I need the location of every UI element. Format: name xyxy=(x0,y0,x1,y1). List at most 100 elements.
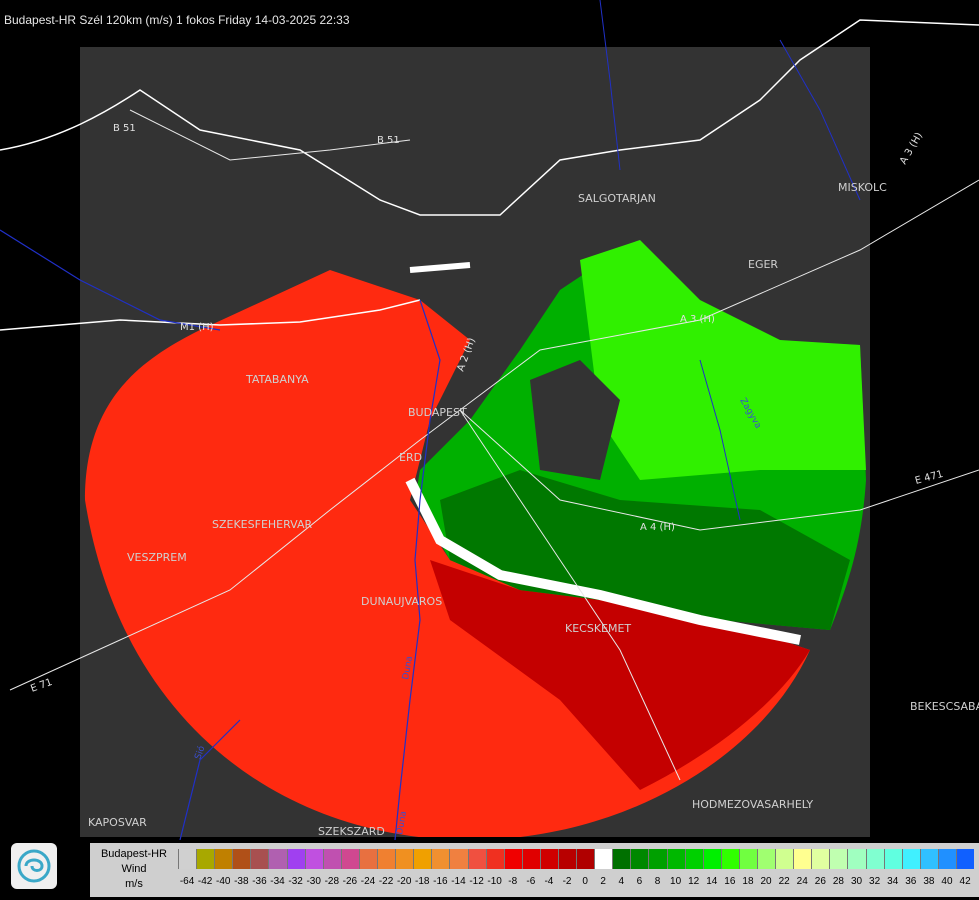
radar-darkgreen-area xyxy=(440,470,850,630)
legend-swatch xyxy=(413,849,432,869)
city-kecskemet: KECSKEMET xyxy=(565,622,631,635)
legend-tick-label: 36 xyxy=(905,876,917,887)
radar-map: SALGOTARJAN MISKOLC EGER TATABANYA BUDAP… xyxy=(0,0,979,840)
road-label: B 51 xyxy=(113,123,136,134)
legend-tick-label: -4 xyxy=(544,876,554,887)
legend-swatch xyxy=(793,849,812,869)
legend-tick-label: -42 xyxy=(197,876,213,887)
legend-swatch xyxy=(630,849,649,869)
legend-swatch xyxy=(883,849,902,869)
legend-tick-label: -30 xyxy=(306,876,321,887)
city-kaposvar: KAPOSVAR xyxy=(88,816,147,829)
city-budapest: BUDAPEST xyxy=(408,406,467,419)
river-label: Sió xyxy=(192,744,207,761)
legend-swatch xyxy=(214,849,233,869)
legend-tick-label: 20 xyxy=(760,876,772,887)
legend-tick-label: 40 xyxy=(941,876,953,887)
river-label: Duna xyxy=(401,655,415,680)
radar-lightgreen-area xyxy=(580,240,866,480)
road-label: A 3 (H) xyxy=(680,314,715,325)
legend-swatch xyxy=(395,849,414,869)
legend-swatch xyxy=(232,849,251,869)
legend-swatch xyxy=(937,849,957,869)
legend-tick-label: -6 xyxy=(526,876,536,887)
legend-tick-label: 6 xyxy=(636,876,643,887)
city-dunaujvaros: DUNAUJVAROS xyxy=(361,595,442,608)
legend-swatch xyxy=(503,849,522,869)
legend-tick-label: 32 xyxy=(869,876,881,887)
legend-swatch xyxy=(576,849,595,869)
city-szekesfehervar: SZEKESFEHERVAR xyxy=(212,518,313,531)
legend-tick-label: -24 xyxy=(360,876,376,887)
legend-tick-label: 12 xyxy=(688,876,700,887)
legend-tick-label: 38 xyxy=(923,876,935,887)
legend-swatch xyxy=(358,849,378,869)
city-salgotarjan: SALGOTARJAN xyxy=(578,192,656,205)
legend-tick-label: 30 xyxy=(850,876,863,887)
legend-tick-label: 24 xyxy=(796,876,808,887)
legend-tick-label: 28 xyxy=(832,876,844,887)
legend-tick-label: -38 xyxy=(234,876,249,887)
legend-swatch xyxy=(829,849,848,869)
city-hodmezovasarhely: HODMEZOVASARHELY xyxy=(692,798,813,811)
legend-station: Budapest-HR xyxy=(100,848,168,860)
legend-tick-label: 22 xyxy=(778,876,790,887)
legend-tick-label: 0 xyxy=(582,876,588,887)
legend-swatch xyxy=(178,849,197,869)
city-miskolc: MISKOLC xyxy=(838,181,887,194)
legend-swatch xyxy=(521,849,540,869)
legend-tick-label: -26 xyxy=(342,876,358,887)
legend-swatch xyxy=(738,849,757,869)
color-legend: Budapest-HR Wind m/s -64 -42 -40 -38 -36 -34-… xyxy=(90,843,979,897)
legend-swatch xyxy=(702,849,721,869)
road-label: A 3 (H) xyxy=(898,131,925,167)
legend-tick-label: -18 xyxy=(415,876,430,887)
map-title: Budapest-HR Szél 120km (m/s) 1 fokos Fri… xyxy=(4,13,350,27)
legend-swatch xyxy=(485,849,504,869)
legend-swatch xyxy=(286,849,305,869)
legend-tick-label: 18 xyxy=(742,876,754,887)
legend-quantity: Wind xyxy=(121,863,147,875)
legend-swatch xyxy=(467,849,486,869)
met-service-logo-icon xyxy=(11,843,57,889)
road-label: M1 (H) xyxy=(180,322,214,333)
legend-swatch xyxy=(684,849,703,869)
legend-swatch xyxy=(304,849,323,869)
legend-swatch xyxy=(557,849,577,869)
radar-darkred-area xyxy=(430,560,810,790)
legend-unit: m/s xyxy=(125,878,143,890)
city-veszprem: VESZPREM xyxy=(127,551,187,564)
legend-tick-label: 26 xyxy=(814,876,826,887)
legend-swatch xyxy=(539,849,558,869)
city-eger: EGER xyxy=(748,258,778,271)
road-label: A 4 (H) xyxy=(640,522,675,533)
legend-tick-label: 4 xyxy=(618,876,625,887)
legend-swatch xyxy=(901,849,920,869)
legend-tick-label: -10 xyxy=(487,876,502,887)
radar-zero-line xyxy=(405,477,801,645)
legend-swatch xyxy=(340,849,359,869)
legend-tick-label: 2 xyxy=(600,876,606,887)
rivers xyxy=(0,229,441,840)
legend-label: Budapest-HR Wind m/s xyxy=(90,843,178,897)
legend-swatch xyxy=(666,849,685,869)
legend-swatch xyxy=(811,849,830,869)
legend-tick-label: 10 xyxy=(670,876,682,887)
legend-swatch xyxy=(919,849,938,869)
legend-swatch xyxy=(775,849,794,869)
legend-tick-label: 8 xyxy=(654,876,661,887)
legend-tick-label: -40 xyxy=(216,876,231,887)
legend-swatch xyxy=(865,849,884,869)
road-label: E 471 xyxy=(914,469,944,487)
legend-tick-label: 16 xyxy=(724,876,736,887)
legend-tick-label: -22 xyxy=(378,876,394,887)
legend-tick-label: -2 xyxy=(562,876,572,887)
legend-tick-label: 14 xyxy=(706,876,718,887)
roads xyxy=(9,109,979,781)
country-border xyxy=(0,19,979,216)
legend-swatch xyxy=(612,849,631,869)
legend-tick-label: -36 xyxy=(252,876,267,887)
legend-tick-label: -32 xyxy=(288,876,303,887)
legend-tick-label: -28 xyxy=(324,876,340,887)
legend-tick-label: -64 xyxy=(179,876,195,887)
